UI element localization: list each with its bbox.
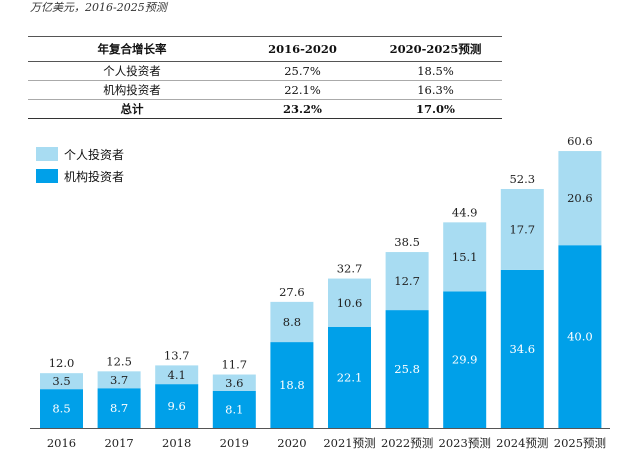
bar-individual: [40, 373, 83, 390]
bar-institutional: [443, 291, 487, 428]
bar-individual: [97, 371, 141, 389]
data-label-total: 11.7: [221, 358, 247, 372]
legend-label: 个人投资者: [64, 147, 125, 162]
legend-item: 个人投资者: [36, 143, 124, 165]
data-label-individual: 3.6: [225, 376, 243, 390]
unit-note: 万亿美元，2016-2025预测: [30, 1, 167, 14]
bar-individual: [270, 301, 314, 343]
table-cell: 机构投资者: [103, 83, 161, 97]
bar-institutional: [328, 327, 371, 428]
table-cell: 18.5%: [417, 64, 454, 78]
table-header-cell: 年复合增长率: [97, 42, 167, 56]
data-label-total: 12.5: [106, 354, 132, 368]
table-header-row: 年复合增长率 2016-2020 2020-2025预测: [28, 36, 502, 62]
data-label-institutional: 25.8: [394, 362, 420, 376]
table-header-cell: 2016-2020: [268, 42, 337, 56]
data-label-total: 44.9: [452, 205, 478, 219]
data-label-individual: 4.1: [168, 368, 186, 382]
table-header-cell: 2020-2025预测: [389, 42, 482, 56]
data-label-individual: 20.6: [567, 191, 593, 205]
data-label-institutional: 8.1: [225, 402, 243, 416]
bar-individual: [500, 188, 544, 270]
legend-swatch: [36, 169, 58, 183]
bar-individual: [212, 374, 256, 391]
table-cell: 总计: [120, 102, 144, 116]
bar-individual: [385, 252, 429, 311]
x-tick-label: 2021预测: [323, 436, 375, 450]
table-cell: 个人投资者: [103, 64, 161, 78]
x-tick-label: 2022预测: [381, 436, 433, 450]
bar-institutional: [155, 384, 199, 428]
data-label-individual: 8.8: [283, 315, 301, 329]
data-label-institutional: 8.5: [52, 402, 70, 416]
bar-institutional: [212, 390, 256, 428]
bar-individual: [558, 151, 602, 246]
legend-label: 机构投资者: [64, 169, 125, 184]
data-label-total: 32.7: [337, 262, 363, 276]
bar-institutional: [500, 269, 544, 428]
x-tick-label: 2017: [104, 436, 133, 450]
cagr-table: 年复合增长率 2016-2020 2020-2025预测 个人投资者 25.7%…: [28, 36, 502, 119]
data-label-total: 27.6: [279, 285, 305, 299]
data-label-total: 60.6: [567, 134, 593, 148]
data-label-total: 52.3: [509, 172, 535, 186]
x-tick-label: 2016: [47, 436, 76, 450]
bar-individual: [155, 365, 199, 385]
data-label-individual: 10.6: [337, 296, 363, 310]
legend-swatch: [36, 147, 58, 161]
x-tick-label: 2020: [277, 436, 306, 450]
data-label-individual: 3.7: [110, 373, 128, 387]
legend-item: 机构投资者: [36, 165, 124, 187]
data-label-institutional: 29.9: [452, 353, 478, 367]
table-row: 机构投资者 22.1% 16.3%: [28, 81, 502, 100]
data-label-total: 13.7: [164, 348, 190, 362]
bar-institutional: [558, 245, 602, 428]
x-tick-label: 2019: [220, 436, 249, 450]
data-label-institutional: 18.8: [279, 378, 305, 392]
bar-institutional: [40, 389, 83, 428]
data-label-institutional: 40.0: [567, 330, 593, 344]
table-cell: 16.3%: [417, 83, 454, 97]
x-tick-label: 2023预测: [439, 436, 491, 450]
x-tick-label: 2018: [162, 436, 191, 450]
bar-institutional: [270, 342, 314, 428]
data-label-individual: 17.7: [509, 222, 535, 236]
bar-institutional: [97, 388, 141, 428]
table-cell: 17.0%: [416, 102, 455, 116]
bar-institutional: [385, 310, 429, 428]
table-row-total: 总计 23.2% 17.0%: [28, 100, 502, 119]
data-label-institutional: 22.1: [337, 371, 363, 385]
table-row: 个人投资者 25.7% 18.5%: [28, 62, 502, 81]
table-cell: 25.7%: [284, 64, 321, 78]
data-label-individual: 3.5: [52, 374, 70, 388]
data-label-institutional: 34.6: [509, 342, 535, 356]
data-label-total: 12.0: [49, 356, 75, 370]
data-label-institutional: 9.6: [168, 399, 186, 413]
x-tick-label: 2024预测: [496, 436, 548, 450]
chart-legend: 个人投资者 机构投资者: [36, 143, 124, 187]
bar-individual: [328, 278, 371, 328]
x-tick-label: 2025预测: [554, 436, 606, 450]
bar-individual: [443, 222, 487, 292]
data-label-institutional: 8.7: [110, 401, 128, 415]
data-label-total: 38.5: [394, 235, 420, 249]
table-cell: 23.2%: [283, 102, 322, 116]
data-label-individual: 15.1: [452, 250, 478, 264]
table-cell: 22.1%: [284, 83, 321, 97]
data-label-individual: 12.7: [394, 274, 420, 288]
